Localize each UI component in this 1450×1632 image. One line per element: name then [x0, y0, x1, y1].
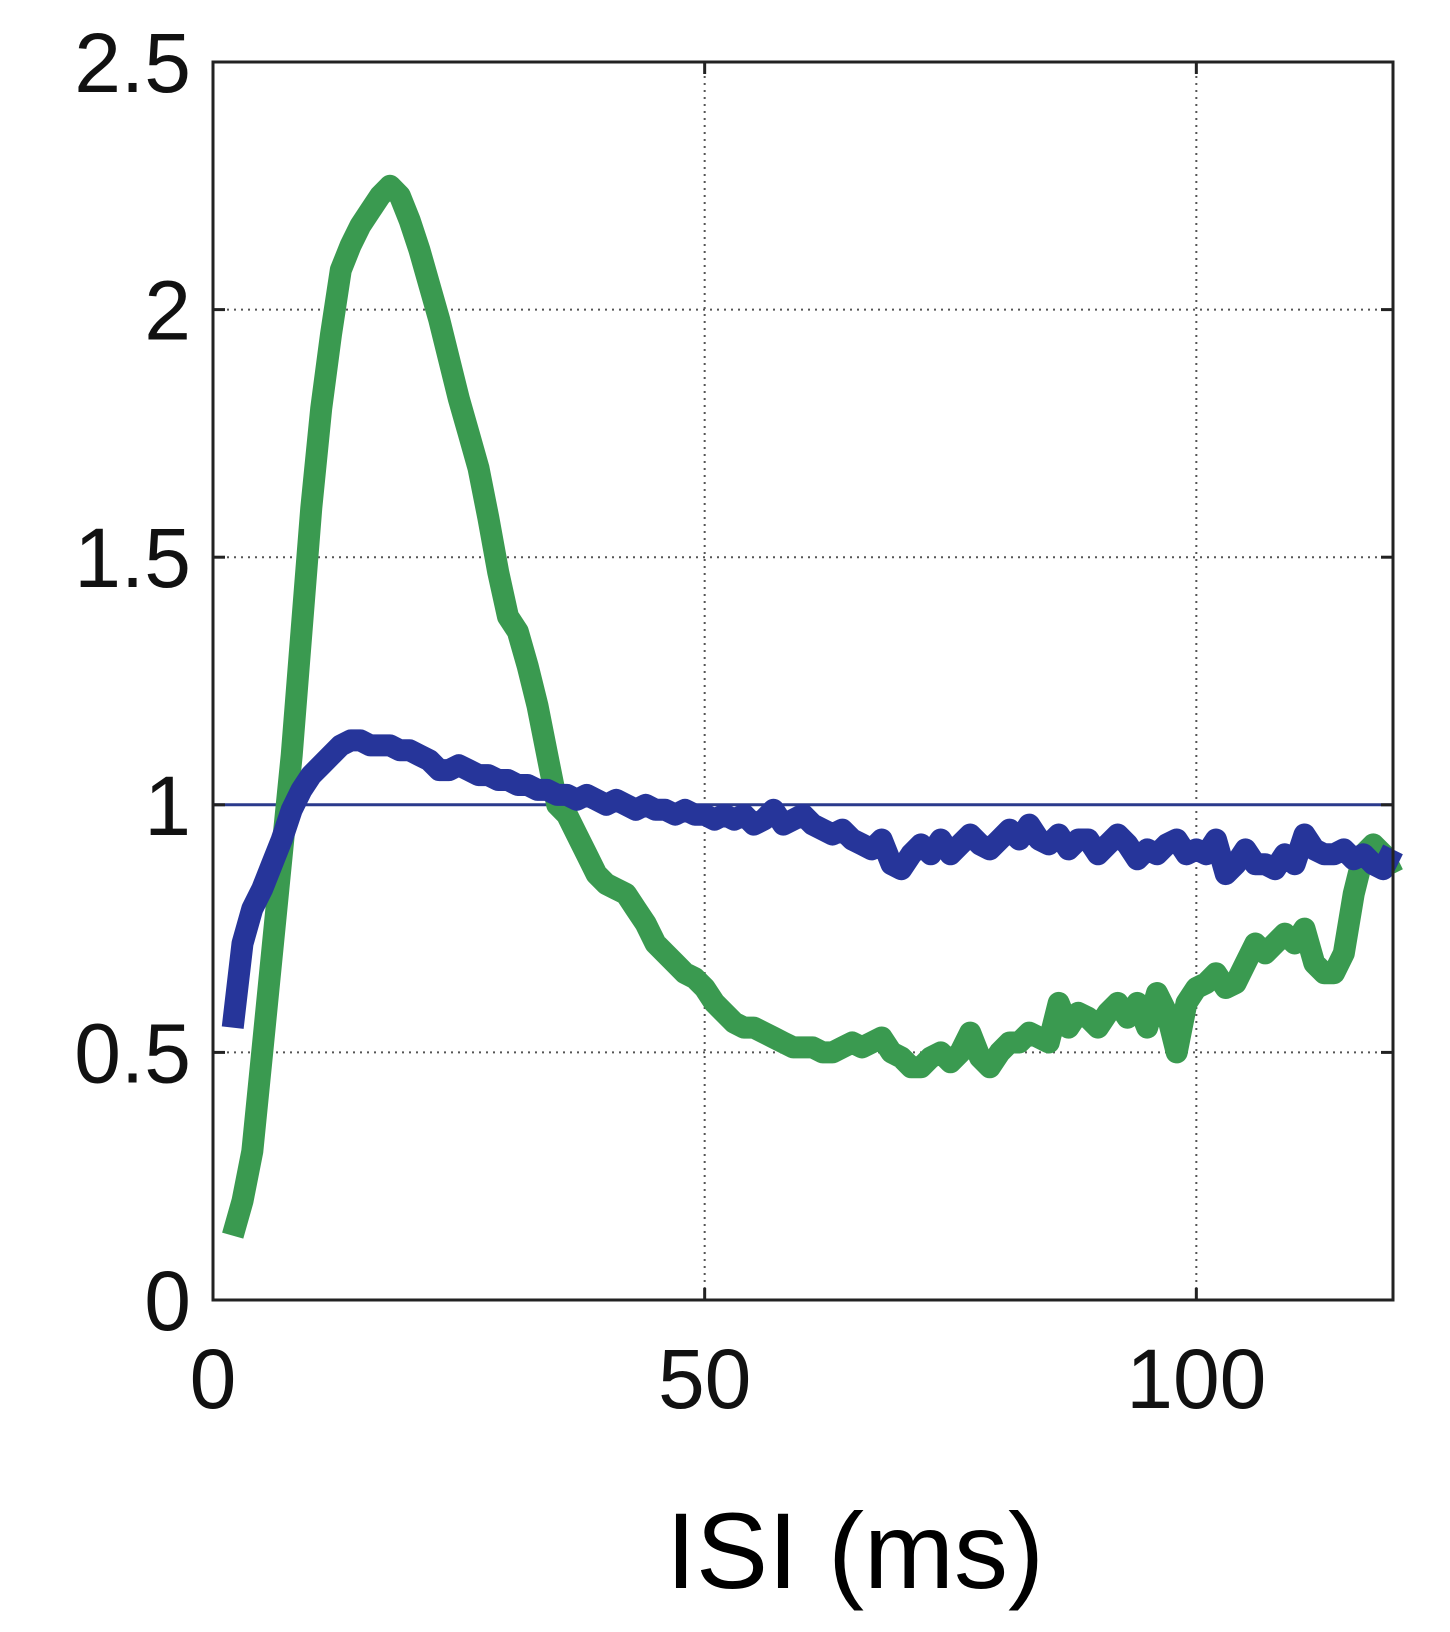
axis-ticks	[211, 60, 1393, 1302]
x-tick-label: 0	[190, 1332, 237, 1426]
y-tick-label: 1	[144, 759, 191, 853]
x-axis-label: ISI (ms)	[666, 1490, 1044, 1611]
y-tick-label: 0	[144, 1254, 191, 1348]
y-tick-label: 1.5	[74, 511, 191, 605]
y-tick-labels: 0 0.5 1 1.5 2 2.5	[74, 16, 191, 1348]
x-tick-label: 50	[658, 1332, 751, 1426]
y-tick-label: 2	[144, 264, 191, 358]
data-series	[221, 174, 1403, 1239]
x-tick-labels: 0 50 100	[190, 1332, 1267, 1426]
y-tick-label: 0.5	[74, 1006, 191, 1100]
x-tick-label: 100	[1126, 1332, 1266, 1426]
series-line-1	[222, 174, 1403, 1239]
plot-frame	[211, 60, 1395, 1302]
series-line-2	[221, 729, 1403, 1029]
y-tick-label: 2.5	[74, 16, 191, 110]
